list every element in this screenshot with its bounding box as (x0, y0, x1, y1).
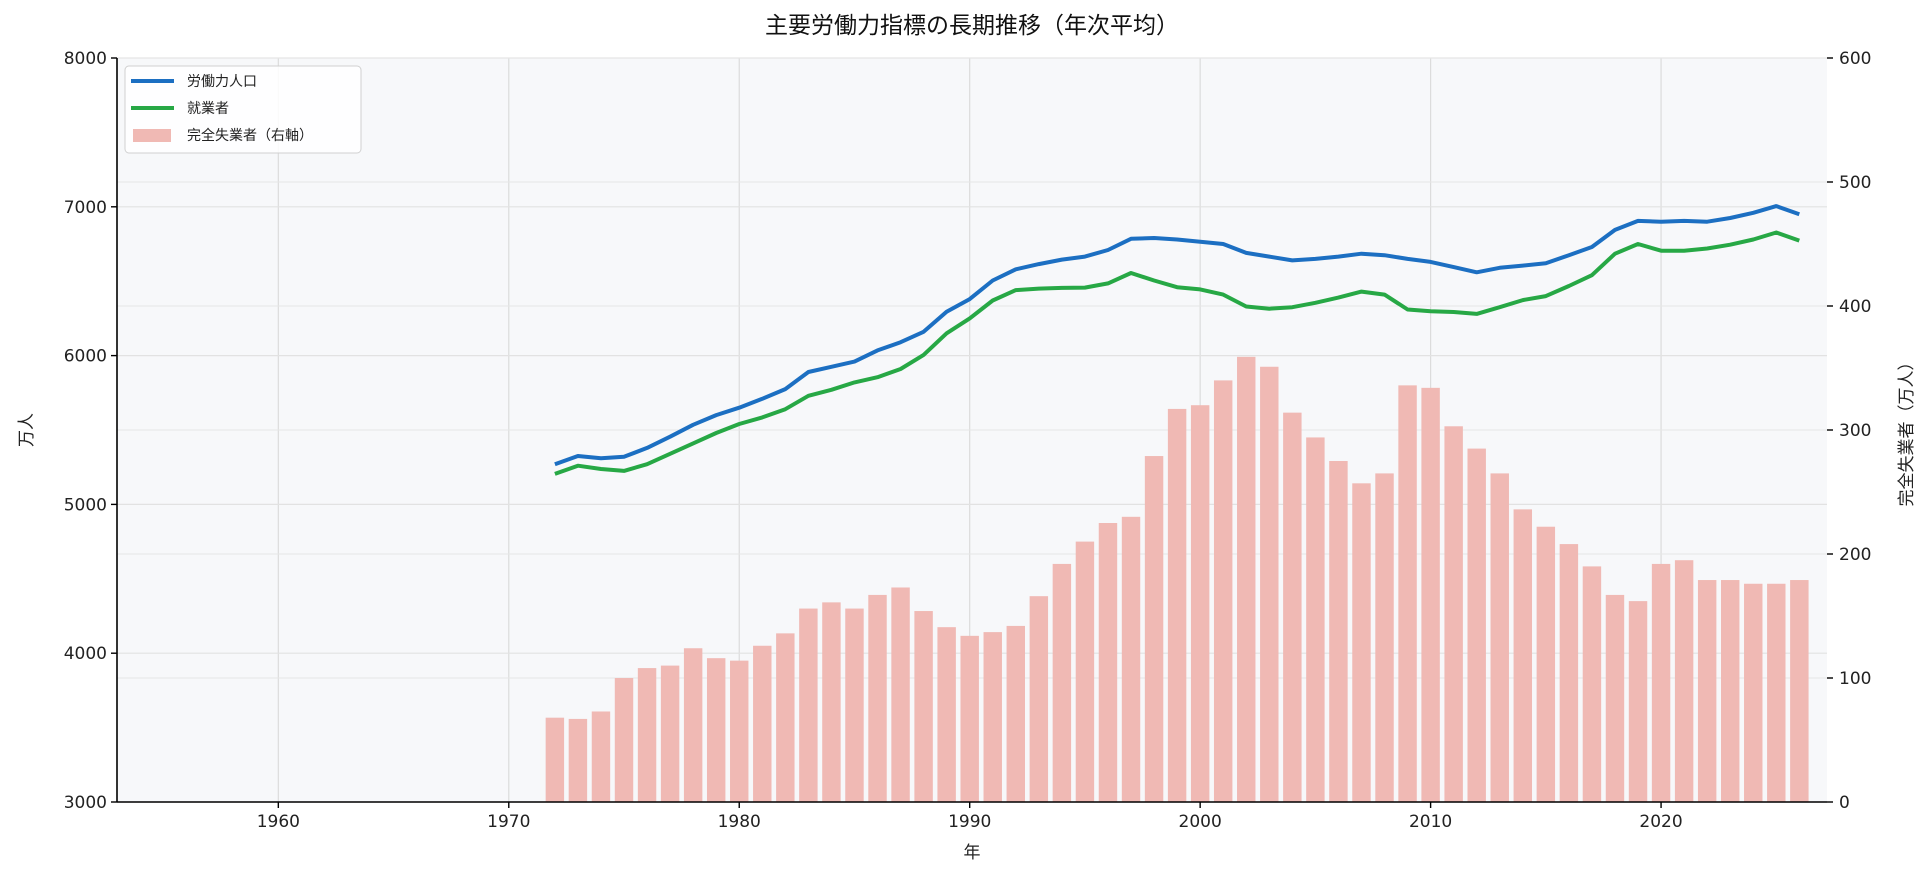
bar-unemployed (799, 608, 818, 802)
chart-title: 主要労働力指標の長期推移（年次平均） (765, 13, 1179, 39)
axes: 1960 1970 1980 1990 2000 2010 2020300040005000… (64, 49, 1872, 832)
legend-label-labor-force: 労働力人口 (187, 74, 257, 90)
x-tick-label: 1960 (257, 812, 300, 832)
bar-unemployed (1237, 356, 1256, 802)
bar-unemployed (1513, 509, 1533, 802)
bar-unemployed (1213, 380, 1233, 802)
bar-unemployed (776, 633, 795, 802)
bar-unemployed (891, 587, 910, 802)
bar-unemployed (1674, 560, 1694, 802)
y-right-tick-label: 400 (1839, 297, 1871, 317)
bar-unemployed (660, 665, 680, 802)
y-axis-label: 万人 (17, 413, 37, 447)
bar-unemployed (1444, 426, 1463, 802)
y-tick-label: 3000 (64, 793, 107, 813)
bar-unemployed (1352, 483, 1371, 802)
bar-unemployed (1697, 580, 1717, 802)
x-axis-label: 年 (964, 843, 981, 863)
y-axis-right-label: 完全失業者（万人） (1897, 354, 1917, 507)
x-tick-label: 1990 (948, 812, 991, 832)
bar-unemployed (1582, 566, 1602, 802)
bar-unemployed (1490, 473, 1509, 802)
bar-unemployed (706, 658, 726, 802)
bar-unemployed (1767, 583, 1786, 802)
legend-box (124, 65, 362, 154)
bar-unemployed (753, 645, 772, 802)
bar-unemployed (1744, 583, 1763, 802)
bar-unemployed (1790, 580, 1809, 802)
bar-unemployed (1190, 405, 1210, 802)
line-employed (554, 230, 1800, 476)
legend-swatch-unemployed (133, 129, 171, 142)
bar-unemployed (1029, 596, 1049, 802)
bar-unemployed (1260, 366, 1279, 802)
bar-unemployed (1605, 594, 1625, 802)
bar-unemployed (1467, 448, 1486, 802)
legend: 労働力人口 就業者 完全失業者（右軸） (124, 65, 362, 154)
y-tick-label: 4000 (64, 644, 107, 664)
y-tick-label: 6000 (64, 347, 107, 367)
bars-unemployed (545, 356, 1809, 802)
bar-unemployed (845, 608, 864, 802)
bar-unemployed (1121, 516, 1141, 802)
bar-unemployed (683, 648, 703, 802)
bar-unemployed (868, 594, 887, 802)
bar-unemployed (1098, 523, 1118, 802)
bar-unemployed (591, 711, 611, 802)
legend-label-unemployed: 完全失業者（右軸） (187, 127, 313, 144)
y-tick-label: 8000 (64, 49, 107, 69)
bar-unemployed (1421, 387, 1440, 802)
bar-unemployed (1167, 408, 1187, 802)
bar-unemployed (1329, 461, 1348, 802)
y-tick-label: 7000 (64, 198, 107, 218)
bar-unemployed (730, 660, 749, 802)
bar-unemployed (568, 718, 588, 802)
bar-unemployed (545, 717, 565, 802)
bar-unemployed (1375, 473, 1394, 802)
bar-unemployed (960, 635, 979, 802)
bar-unemployed (1052, 563, 1072, 802)
bar-unemployed (937, 627, 956, 802)
bar-unemployed (1306, 437, 1325, 802)
bar-unemployed (637, 668, 657, 802)
x-tick-label: 1980 (718, 812, 761, 832)
bar-unemployed (1651, 563, 1671, 802)
bar-unemployed (914, 611, 933, 802)
x-tick-label: 2010 (1409, 812, 1452, 832)
y-right-tick-label: 100 (1839, 669, 1871, 689)
bar-unemployed (1628, 601, 1648, 802)
bar-unemployed (1283, 412, 1302, 802)
x-tick-label: 2020 (1639, 812, 1682, 832)
y-right-tick-label: 0 (1839, 793, 1850, 813)
y-right-tick-label: 500 (1839, 173, 1871, 193)
bar-unemployed (1559, 544, 1579, 802)
bar-unemployed (822, 602, 841, 802)
x-tick-label: 1970 (487, 812, 530, 832)
bar-unemployed (1398, 385, 1417, 802)
bar-unemployed (1075, 541, 1095, 802)
y-right-tick-label: 300 (1839, 421, 1871, 441)
bar-unemployed (614, 678, 634, 802)
legend-label-employed: 就業者 (187, 101, 229, 117)
y-right-tick-label: 600 (1839, 49, 1871, 69)
y-right-tick-label: 200 (1839, 545, 1871, 565)
bar-unemployed (1536, 526, 1556, 802)
bar-unemployed (1006, 625, 1026, 802)
x-tick-label: 2000 (1179, 812, 1222, 832)
bar-unemployed (1720, 580, 1740, 802)
bar-unemployed (1144, 456, 1164, 802)
line-labor-force (554, 204, 1800, 467)
lines (554, 204, 1800, 476)
bar-unemployed (983, 632, 1002, 802)
y-tick-label: 5000 (64, 495, 107, 515)
